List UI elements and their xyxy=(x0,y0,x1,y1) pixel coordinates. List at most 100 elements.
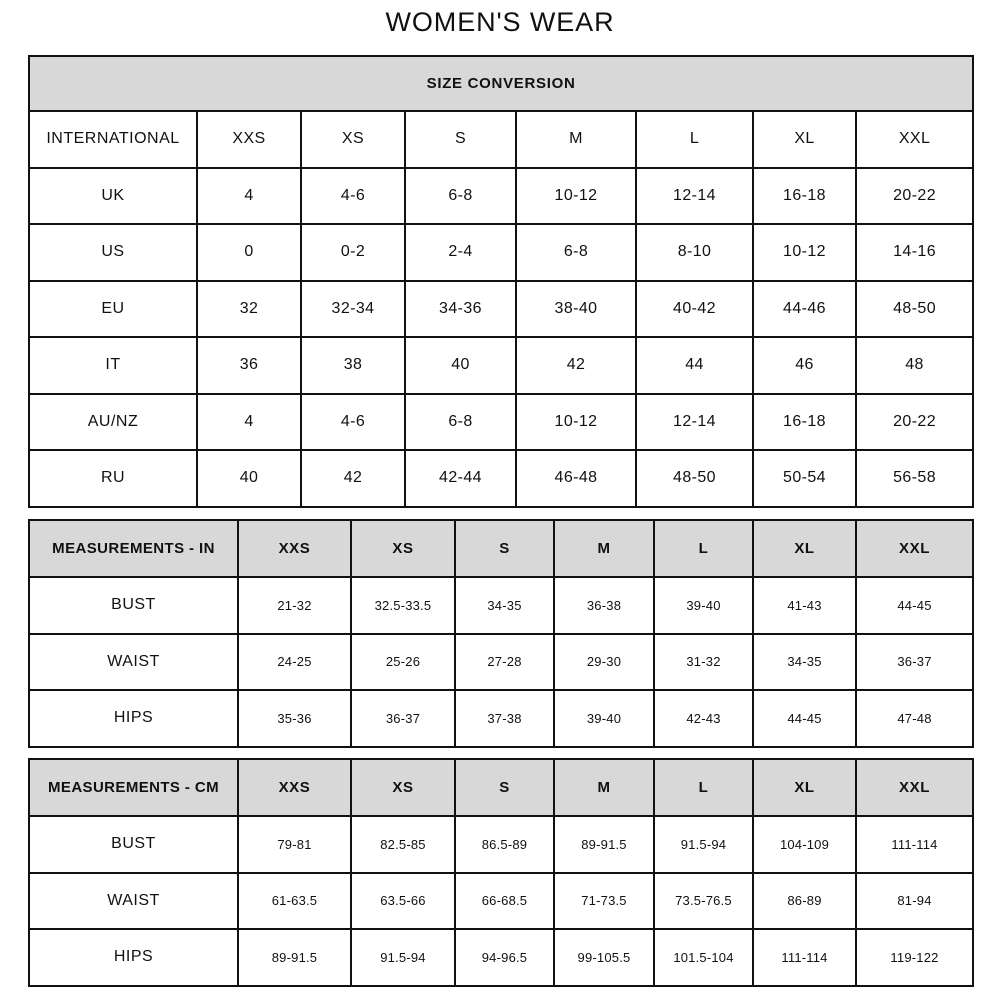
cell: 0 xyxy=(196,223,302,282)
cell: 4 xyxy=(196,166,302,225)
table-row: US 0 0-2 2-4 6-8 8-10 10-12 14-16 xyxy=(28,223,975,282)
header-s: S xyxy=(454,519,555,578)
header-xxs: XXS xyxy=(237,758,352,817)
cell: 73.5-76.5 xyxy=(653,871,754,930)
cell: 25-26 xyxy=(350,632,456,691)
cell: 40 xyxy=(196,449,302,508)
cell: 41-43 xyxy=(752,576,857,635)
cell: 2-4 xyxy=(404,223,517,282)
cell: 34-35 xyxy=(752,632,857,691)
measurements-cm-table: MEASUREMENTS - CM XXS XS S M L XL XXL BU… xyxy=(28,758,974,987)
cell: 104-109 xyxy=(752,815,857,874)
size-conversion-banner-row: SIZE CONVERSION xyxy=(27,55,975,112)
cell: 66-68.5 xyxy=(454,871,555,930)
cell: 94-96.5 xyxy=(454,928,555,987)
cell: 32.5-33.5 xyxy=(350,576,456,635)
header-xs: XS xyxy=(350,758,456,817)
cell: 63.5-66 xyxy=(350,871,456,930)
header-l: L xyxy=(635,110,754,169)
header-l: L xyxy=(653,519,754,578)
header-s: S xyxy=(404,110,517,169)
row-label: AU/NZ xyxy=(28,392,198,451)
cell: 37-38 xyxy=(454,689,555,748)
cell: 111-114 xyxy=(752,928,857,987)
table-row: RU 40 42 42-44 46-48 48-50 50-54 56-58 xyxy=(28,449,975,508)
cell: 71-73.5 xyxy=(553,871,655,930)
table-row: AU/NZ 4 4-6 6-8 10-12 12-14 16-18 20-22 xyxy=(28,392,975,451)
cell: 0-2 xyxy=(300,223,406,282)
cell: 79-81 xyxy=(237,815,352,874)
header-xxs: XXS xyxy=(237,519,352,578)
cell: 86-89 xyxy=(752,871,857,930)
table-row: UK 4 4-6 6-8 10-12 12-14 16-18 20-22 xyxy=(28,166,975,225)
measurements-in-table: MEASUREMENTS - IN XXS XS S M L XL XXL BU… xyxy=(28,519,974,748)
cell: 50-54 xyxy=(752,449,857,508)
cell: 39-40 xyxy=(553,689,655,748)
header-xl: XL xyxy=(752,110,857,169)
cell: 38 xyxy=(300,336,406,395)
table-row: BUST 79-81 82.5-85 86.5-89 89-91.5 91.5-… xyxy=(28,815,974,874)
cell: 6-8 xyxy=(404,166,517,225)
header-l: L xyxy=(653,758,754,817)
size-conversion-table: SIZE CONVERSION INTERNATIONAL XXS XS S M… xyxy=(27,55,975,508)
cell: 27-28 xyxy=(454,632,555,691)
cell: 44-45 xyxy=(752,689,857,748)
cell: 42-43 xyxy=(653,689,754,748)
cell: 34-35 xyxy=(454,576,555,635)
cell: 81-94 xyxy=(855,871,974,930)
cell: 46-48 xyxy=(515,449,637,508)
cell: 99-105.5 xyxy=(553,928,655,987)
cell: 6-8 xyxy=(515,223,637,282)
cell: 82.5-85 xyxy=(350,815,456,874)
table-row: IT 36 38 40 42 44 46 48 xyxy=(28,336,975,395)
cell: 40 xyxy=(404,336,517,395)
cell: 20-22 xyxy=(854,392,975,451)
cell: 12-14 xyxy=(635,392,754,451)
cell: 36-37 xyxy=(855,632,974,691)
cell: 40-42 xyxy=(635,279,754,338)
cell: 10-12 xyxy=(752,223,857,282)
cell: 16-18 xyxy=(752,392,857,451)
cell: 20-22 xyxy=(854,166,975,225)
row-label: UK xyxy=(28,166,198,225)
cell: 32-34 xyxy=(300,279,406,338)
cell: 29-30 xyxy=(553,632,655,691)
cell: 38-40 xyxy=(515,279,637,338)
cell: 36 xyxy=(196,336,302,395)
cell: 101.5-104 xyxy=(653,928,754,987)
row-label: BUST xyxy=(28,576,239,635)
row-label: EU xyxy=(28,279,198,338)
cell: 34-36 xyxy=(404,279,517,338)
cell: 91.5-94 xyxy=(653,815,754,874)
cell: 4 xyxy=(196,392,302,451)
header-xxl: XXL xyxy=(855,758,974,817)
header-measurements-in: MEASUREMENTS - IN xyxy=(28,519,239,578)
header-m: M xyxy=(515,110,637,169)
size-conversion-banner: SIZE CONVERSION xyxy=(27,55,975,112)
table-row: HIPS 35-36 36-37 37-38 39-40 42-43 44-45… xyxy=(28,689,974,748)
cell: 86.5-89 xyxy=(454,815,555,874)
cell: 44-45 xyxy=(855,576,974,635)
cell: 119-122 xyxy=(855,928,974,987)
cell: 44 xyxy=(635,336,754,395)
cell: 35-36 xyxy=(237,689,352,748)
cell: 14-16 xyxy=(854,223,975,282)
row-label: WAIST xyxy=(28,632,239,691)
header-xs: XS xyxy=(350,519,456,578)
cell: 89-91.5 xyxy=(553,815,655,874)
cell: 91.5-94 xyxy=(350,928,456,987)
cell: 89-91.5 xyxy=(237,928,352,987)
row-label: IT xyxy=(28,336,198,395)
row-label: HIPS xyxy=(28,928,239,987)
table-row: WAIST 61-63.5 63.5-66 66-68.5 71-73.5 73… xyxy=(28,871,974,930)
cell: 39-40 xyxy=(653,576,754,635)
cell: 4-6 xyxy=(300,392,406,451)
row-label: RU xyxy=(28,449,198,508)
cell: 6-8 xyxy=(404,392,517,451)
cell: 42 xyxy=(300,449,406,508)
header-measurements-cm: MEASUREMENTS - CM xyxy=(28,758,239,817)
cell: 42-44 xyxy=(404,449,517,508)
header-xl: XL xyxy=(752,758,857,817)
page-title: WOMEN'S WEAR xyxy=(385,7,615,37)
